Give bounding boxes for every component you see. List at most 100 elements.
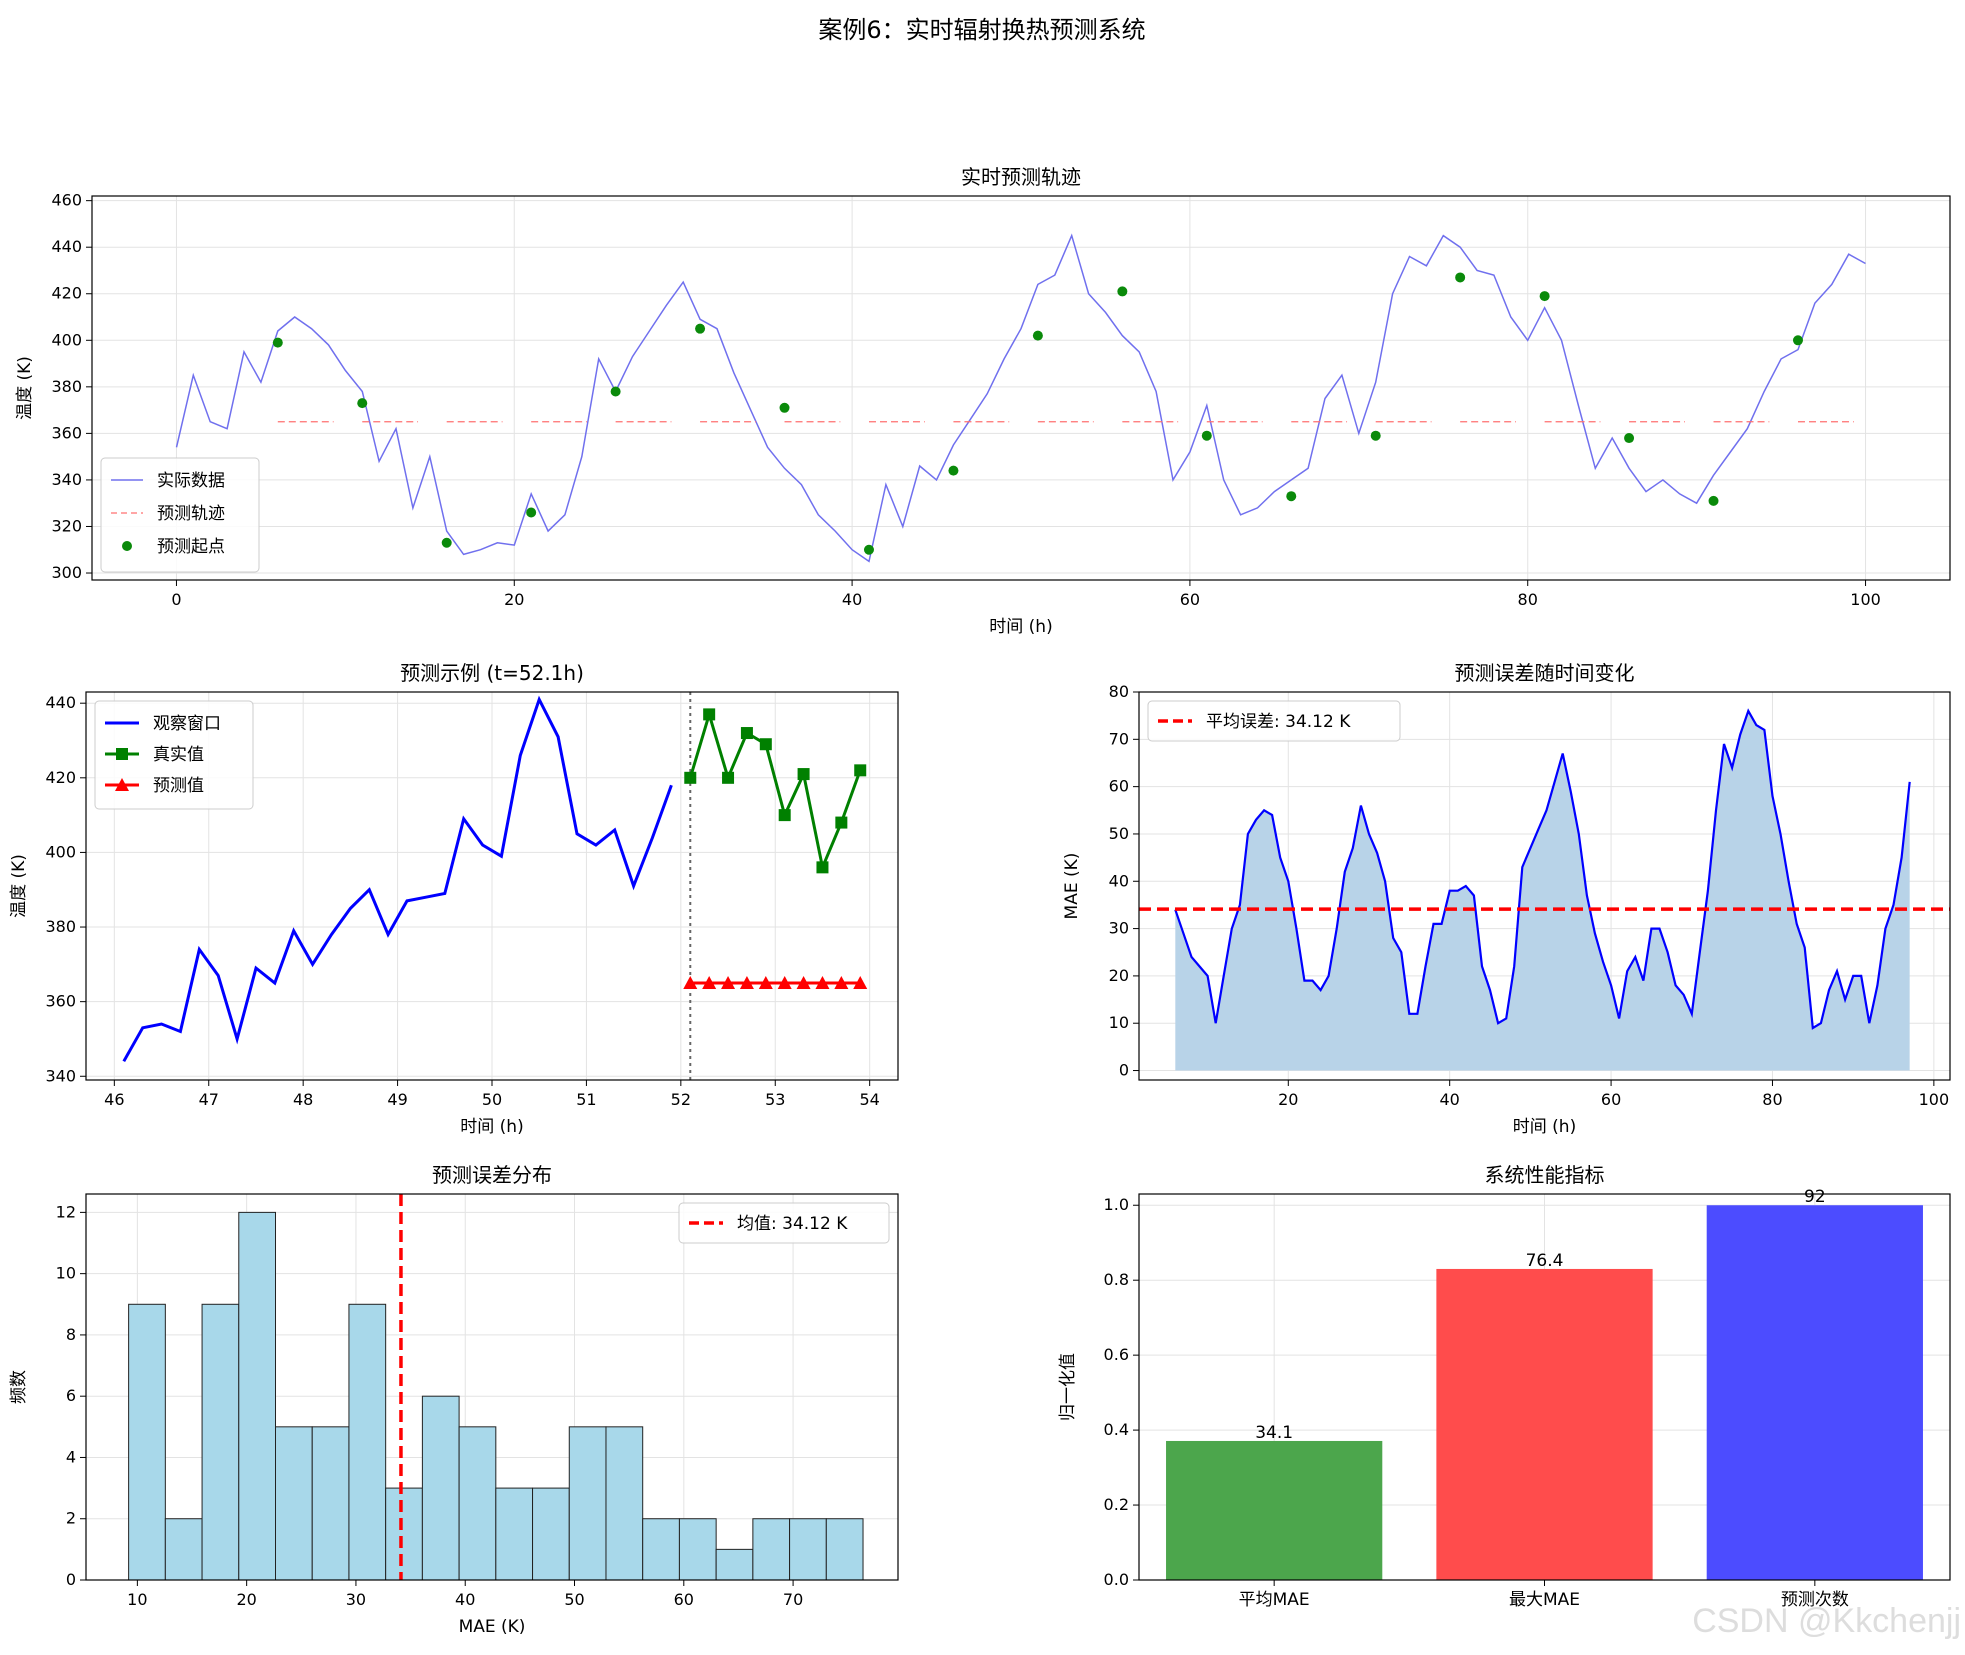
histogram-bar [164, 1518, 203, 1581]
trajectory-xtick-label: 100 [1850, 590, 1881, 609]
example-ytick-label: 420 [45, 768, 76, 787]
histogram-xtick-label: 30 [346, 1590, 366, 1609]
pred-start-point [357, 398, 368, 409]
example-ytick-label: 340 [45, 1066, 76, 1085]
pred-value-marker [758, 976, 773, 989]
pred-value-marker [834, 976, 849, 989]
metrics-title: 系统性能指标 [1485, 1163, 1605, 1187]
error_time-frame [1138, 691, 1951, 1081]
example-xlabel: 时间 (h) [460, 1117, 523, 1137]
histogram-ytick-label: 4 [66, 1447, 76, 1466]
histogram-panel: 10 20 30 40 50 60 70 0 2 4 6 8 10 12 预测误差分布 MAE (K) 频数 均值… [9, 1163, 899, 1637]
metrics-ytick-label: 0.6 [1104, 1345, 1129, 1364]
pred-start-point [610, 386, 621, 397]
true-value-marker [684, 771, 697, 784]
legend-box [1147, 700, 1401, 742]
histogram-xtick-label: 10 [127, 1590, 147, 1609]
legend-start-label: 预测起点 [157, 537, 225, 557]
true-value-marker [759, 738, 772, 751]
trajectory-panel: 0 20 40 60 80 100 300 320 340 360 380 400 420 440 460 实… [15, 165, 1951, 637]
histogram-bar [825, 1518, 864, 1581]
example-ytick-label: 360 [45, 992, 76, 1011]
legend-marker-triangle [115, 778, 129, 791]
error_time-ytick-label: 70 [1109, 729, 1129, 748]
histogram-bar [568, 1426, 607, 1581]
error_time-xtick-label: 20 [1278, 1090, 1298, 1109]
example-ytick-label: 380 [45, 917, 76, 936]
histogram-frame [85, 1193, 899, 1581]
pred-start-point [526, 507, 537, 518]
histogram-xtick-label: 60 [674, 1590, 694, 1609]
watermark: CSDN @Kkchenjj [1692, 1602, 1961, 1640]
true-value-marker [722, 771, 735, 784]
example-xtick-label: 51 [576, 1090, 596, 1109]
example-xtick-label: 48 [293, 1090, 313, 1109]
histogram-ylabel: 频数 [9, 1370, 29, 1404]
error_time-xlabel: 时间 (h) [1513, 1117, 1576, 1137]
series-line-0 [122, 695, 673, 1063]
histogram-title: 预测误差分布 [432, 1163, 552, 1187]
pred-start-point [1286, 491, 1297, 502]
trajectory-ytick-label: 460 [51, 191, 82, 210]
error_time-ytick-label: 60 [1109, 777, 1129, 796]
pred-value-marker [721, 976, 736, 989]
histogram-ytick-label: 0 [66, 1570, 76, 1589]
trajectory-xtick-label: 20 [504, 590, 524, 609]
error_time-ytick-label: 40 [1109, 871, 1129, 890]
legend-label-0: 观察窗口 [153, 714, 221, 734]
pred-start-point [948, 465, 959, 476]
trajectory-xtick-label: 0 [171, 590, 181, 609]
error_time-panel: 20 40 60 80 100 0 10 20 30 40 50 60 70 80 预测误差随时间变化时间 … [1062, 661, 1951, 1137]
error_time-xtick-label: 40 [1440, 1090, 1460, 1109]
histogram-ytick-label: 6 [66, 1386, 76, 1405]
metric-category-label: 预测次数 [1781, 1590, 1849, 1610]
histogram-xlabel: MAE (K) [459, 1617, 526, 1637]
histogram-bar [752, 1518, 791, 1581]
example-frame [85, 691, 899, 1081]
metrics-ytick-label: 0.8 [1104, 1270, 1129, 1289]
series-line-1 [688, 709, 862, 873]
histogram-xtick-label: 50 [564, 1590, 584, 1609]
legend-pred-label: 预测轨迹 [157, 504, 225, 524]
example-ytick-label: 400 [45, 842, 76, 861]
trajectory-title: 实时预测轨迹 [961, 165, 1081, 189]
error_time-ylabel: MAE (K) [1062, 853, 1082, 920]
trajectory-xtick-label: 80 [1518, 590, 1538, 609]
pred-start-point [695, 323, 706, 334]
legend-start-swatch [122, 541, 132, 551]
pred-value-marker [702, 976, 717, 989]
histogram-bar [385, 1487, 423, 1581]
error_time-xtick-label: 100 [1919, 1090, 1950, 1109]
histogram-xtick-label: 40 [455, 1590, 475, 1609]
histogram-bar [605, 1426, 644, 1581]
true-value-marker [854, 764, 867, 777]
true-value-marker [740, 727, 753, 740]
metric-bar [1166, 1440, 1383, 1580]
trajectory-xtick-label: 60 [1180, 590, 1200, 609]
trajectory-ytick-label: 340 [51, 470, 82, 489]
histogram-ytick-label: 2 [66, 1509, 76, 1528]
pred-start-point [272, 337, 283, 348]
histogram-ytick-label: 8 [66, 1325, 76, 1344]
trajectory-ytick-label: 300 [51, 563, 82, 582]
example-title: 预测示例 (t=52.1h) [400, 661, 584, 685]
legend-mean-label: 平均误差: 34.12 K [1206, 712, 1351, 732]
trajectory-xlabel: 时间 (h) [989, 617, 1052, 637]
metric-bar-value-label: 34.1 [1255, 1423, 1293, 1443]
pred-value-marker [796, 976, 811, 989]
histogram-bar [275, 1426, 313, 1581]
error_time-ytick-label: 50 [1109, 824, 1129, 843]
metrics-ytick-label: 0.0 [1104, 1570, 1129, 1589]
true-value-marker [835, 816, 848, 829]
actual-data-line [175, 233, 1866, 563]
legend-actual-label: 实际数据 [157, 471, 225, 491]
metric-bar-value-label: 92 [1804, 1187, 1826, 1207]
example-panel: 46 47 48 49 50 51 52 53 54 340 360 380 400 420 440 预测示例… [9, 661, 899, 1137]
example-xtick-label: 50 [482, 1090, 502, 1109]
pred-start-point [1792, 335, 1803, 346]
error-line [1174, 708, 1911, 1030]
histogram-xtick-label: 20 [236, 1590, 256, 1609]
pred-start-point [1117, 286, 1128, 297]
legend-box [678, 1202, 890, 1244]
